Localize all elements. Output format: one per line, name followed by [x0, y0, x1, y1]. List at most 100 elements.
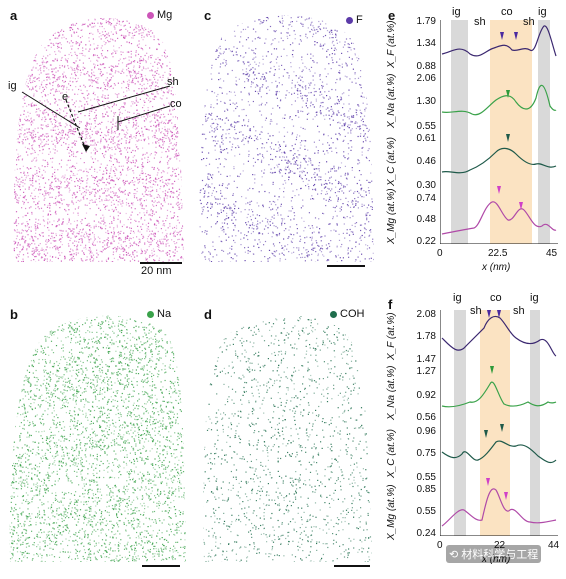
panel-c-label: c [204, 8, 212, 23]
panel-b-label: b [10, 307, 18, 322]
watermark-badge: ⟲ 材料科学与工程 [446, 545, 542, 563]
f-mg-tick-mid: 0.55 [416, 506, 436, 517]
f-ig-right-band [530, 310, 540, 536]
watermark-logo-icon: ⟲ [449, 549, 462, 561]
f-f-ylabel: X_F (at.%) [386, 312, 397, 360]
panel-f-plot [440, 310, 558, 536]
panel-a-label: a [10, 8, 18, 23]
f-xlabel: x (nm) [482, 554, 511, 565]
na-dot-icon [147, 310, 154, 318]
f-ig-left-band [454, 310, 466, 536]
f-c-tick-bot: 0.55 [416, 472, 436, 483]
panel-a-scalebar-label: 20 nm [141, 265, 172, 277]
panel-a-scalebar [140, 262, 182, 264]
e-mg-tick-bot: 0.22 [416, 236, 436, 247]
e-mg-tick-top: 0.74 [416, 193, 436, 204]
f-xtick-2: 44 [548, 540, 560, 551]
panel-d-coh-map [203, 315, 373, 562]
e-na-tick-mid: 1.30 [416, 96, 436, 107]
panel-c-scalebar [327, 265, 365, 267]
e-co-band [490, 20, 532, 244]
panel-d-scalebar [334, 565, 370, 567]
panel-d-label: d [204, 307, 212, 322]
e-c-profile-line [441, 147, 557, 174]
panel-c-element: F [356, 14, 363, 26]
co-pointer-line [117, 105, 171, 123]
f-f-tick-bot: 1.47 [416, 354, 436, 365]
f-f-arrow-icon [487, 310, 491, 318]
f-mg-arrow-icon-2 [504, 492, 508, 500]
f-na-tick-top: 1.27 [416, 366, 436, 377]
f-mg-profile-line [441, 488, 557, 527]
e-xtick-0: 0 [437, 248, 443, 259]
profile-e-arrow [65, 99, 87, 151]
e-region-sh-left: sh [474, 16, 486, 28]
f-dot-icon [346, 16, 353, 24]
f-region-sh-left: sh [470, 305, 482, 317]
e-na-tick-bot: 0.55 [416, 121, 436, 132]
f-c-tick-mid: 0.75 [416, 448, 436, 459]
e-f-arrow-icon-2 [514, 32, 518, 40]
e-c-ylabel: X_C (at.%) [386, 137, 397, 186]
e-f-tick-bot: 0.88 [416, 61, 436, 72]
panel-a-mg-map [13, 18, 185, 262]
e-xtick-2: 45 [546, 248, 558, 259]
f-c-ylabel: X_C (at.%) [386, 429, 397, 478]
f-na-ylabel: X_Na (at.%) [386, 365, 397, 420]
e-mg-profile-line [441, 201, 557, 235]
mg-dot-icon [147, 11, 154, 19]
f-na-tick-mid: 0.92 [416, 390, 436, 401]
f-na-arrow-icon [490, 366, 494, 374]
f-region-sh-right: sh [513, 305, 525, 317]
panel-b-scalebar [142, 565, 180, 567]
e-f-profile-line [441, 25, 557, 57]
f-f-tick-mid: 1.78 [416, 331, 436, 342]
e-f-tick-top: 1.79 [416, 16, 436, 27]
f-f-arrow-icon-2 [497, 310, 501, 318]
e-c-tick-bot: 0.30 [416, 180, 436, 191]
e-mg-ylabel: X_Mg (at.%) [386, 188, 397, 244]
e-c-tick-mid: 0.46 [416, 156, 436, 167]
e-c-tick-top: 0.61 [416, 133, 436, 144]
panel-a-element: Mg [157, 9, 173, 21]
f-xtick-0: 0 [437, 540, 443, 551]
e-mg-tick-mid: 0.48 [416, 214, 436, 225]
e-xlabel: x (nm) [482, 262, 511, 273]
e-na-ylabel: X_Na (at.%) [386, 73, 397, 128]
f-c-arrow-icon [484, 430, 488, 438]
e-region-ig-right: ig [538, 6, 547, 18]
e-f-arrow-icon [500, 32, 504, 40]
panel-c-f-map [199, 15, 374, 262]
e-xtick-1: 22.5 [488, 248, 508, 259]
annotation-sh: sh [167, 76, 179, 88]
f-c-tick-top: 0.96 [416, 426, 436, 437]
panel-a-annotations [21, 85, 171, 152]
panel-d-element: COH [340, 308, 365, 320]
panel-e-plot [440, 20, 558, 244]
e-na-profile-line [441, 84, 557, 116]
f-region-ig-right: ig [530, 292, 539, 304]
f-region-ig-left: ig [453, 292, 462, 304]
e-na-tick-top: 2.06 [416, 73, 436, 84]
sh-pointer-line [77, 85, 171, 113]
e-region-ig-left: ig [452, 6, 461, 18]
f-co-band [480, 310, 510, 536]
coh-dot-icon [330, 310, 337, 318]
panel-f-label: f [388, 297, 393, 312]
f-f-tick-top: 2.08 [416, 309, 436, 320]
e-c-arrow-icon [506, 134, 510, 142]
watermark-text: 材料科学与工程 [461, 549, 539, 561]
panel-b-legend: Na [147, 308, 171, 320]
e-na-arrow-icon [506, 90, 510, 98]
f-na-tick-bot: 0.56 [416, 412, 436, 423]
e-f-tick-mid: 1.34 [416, 38, 436, 49]
e-ig-left-band [451, 20, 468, 244]
e-mg-arrow-icon [497, 186, 501, 194]
e-ig-right-band [538, 20, 550, 244]
annotation-e: e [62, 91, 69, 103]
panel-b-element: Na [157, 308, 172, 320]
f-c-profile-line [441, 440, 557, 464]
f-mg-arrow-icon [486, 478, 490, 486]
e-f-ylabel: X_F (at.%) [386, 20, 397, 68]
profile-e-arrowhead-icon [82, 144, 90, 152]
